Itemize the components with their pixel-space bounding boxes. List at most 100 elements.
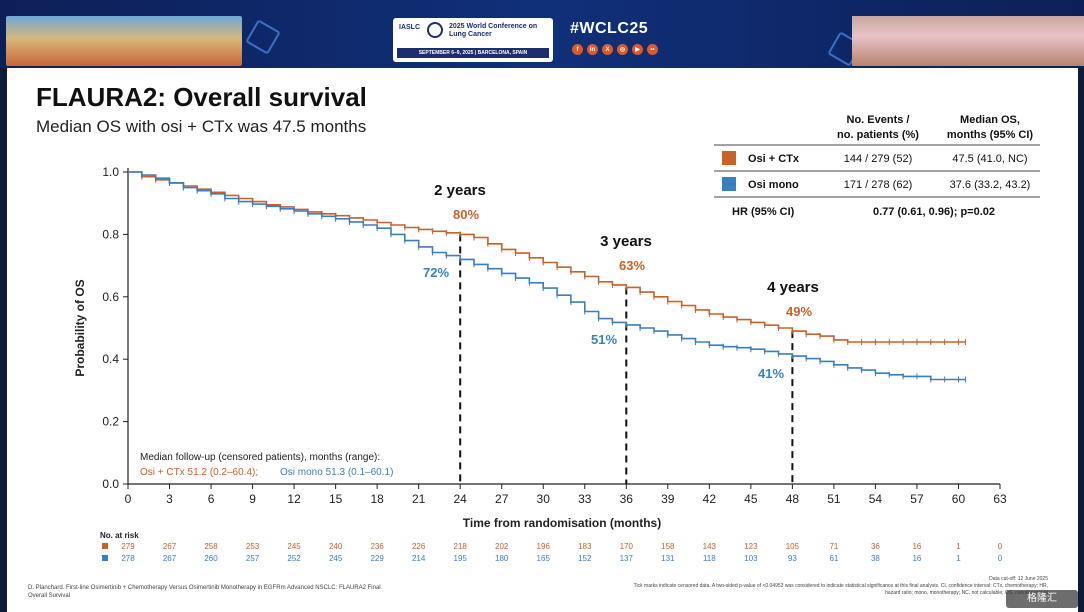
x-tick-label: 27 — [495, 492, 509, 506]
at-risk-osi-mono-cell: 245 — [329, 554, 343, 563]
at-risk-osi-ctx-cell: 202 — [495, 542, 509, 551]
at-risk-osi-ctx-cell: 183 — [578, 542, 592, 551]
slide-body — [7, 68, 1078, 612]
at-risk-osi-mono-cell: 93 — [788, 554, 797, 563]
citation: D. Planchard. First-line Osimertinib + C… — [28, 585, 381, 599]
conference-emblem-icon — [427, 22, 443, 38]
y-axis-title: Probability of OS — [73, 279, 87, 376]
y-tick-label: 0.8 — [102, 227, 119, 241]
table-swatch — [722, 151, 736, 165]
milestone-label: 2 years — [434, 182, 486, 199]
at-risk-osi-mono-cell: 118 — [703, 554, 716, 563]
x-tick-label: 36 — [620, 492, 634, 506]
hashtag: #WCLC25 — [570, 20, 649, 37]
osi-ctx-curve — [128, 171, 966, 343]
x-tick-label: 57 — [910, 492, 924, 506]
followup-osi-ctx: Osi + CTx 51.2 (0.2–60.4); — [140, 467, 258, 478]
hr-label: HR (95% CI) — [732, 206, 795, 218]
table-header-median: Median OS, — [960, 114, 1020, 126]
at-risk-osi-ctx-cell: 158 — [661, 542, 675, 551]
at-risk-osi-mono-cell: 38 — [871, 554, 880, 563]
at-risk-osi-mono-cell: 103 — [744, 554, 758, 563]
table-header-median: months (95% CI) — [947, 129, 1034, 141]
x-tick-label: 54 — [869, 492, 883, 506]
at-risk-osi-ctx-swatch — [102, 543, 108, 549]
watermark: 格隆汇 — [1006, 590, 1078, 608]
x-tick-label: 39 — [661, 492, 675, 506]
data-cutoff: Data cut-off: 12 June 2025 — [989, 576, 1048, 582]
at-risk-osi-mono-cell: 61 — [829, 554, 838, 563]
at-risk-osi-ctx-cell: 36 — [871, 542, 880, 551]
at-risk-osi-ctx-cell: 253 — [246, 542, 260, 551]
milestone-osi-ctx-value: 80% — [453, 207, 479, 222]
table-row-events: 144 / 279 (52) — [844, 153, 913, 165]
at-risk-osi-mono-cell: 195 — [454, 554, 468, 563]
at-risk-osi-ctx-cell: 123 — [744, 542, 758, 551]
x-icon[interactable]: X — [602, 44, 613, 55]
at-risk-osi-mono-cell: 214 — [412, 554, 426, 563]
linkedin-icon[interactable]: in — [587, 44, 598, 55]
conference-name: 2025 World Conference on Lung Cancer — [449, 23, 538, 38]
at-risk-osi-ctx-cell: 143 — [703, 542, 717, 551]
at-risk-osi-ctx-cell: 1 — [956, 542, 961, 551]
milestone-osi-ctx-value: 49% — [786, 304, 812, 319]
at-risk-osi-ctx-cell: 240 — [329, 542, 343, 551]
at-risk-label: No. at risk — [100, 531, 139, 540]
milestone-osi-mono-value: 72% — [423, 265, 449, 280]
flickr-icon[interactable]: •• — [647, 44, 658, 55]
y-tick-label: 0.0 — [102, 477, 119, 491]
milestone-osi-mono-value: 51% — [591, 332, 617, 347]
table-row-events: 171 / 278 (62) — [844, 179, 913, 191]
at-risk-osi-mono-cell: 257 — [246, 554, 260, 563]
milestone-label: 4 years — [767, 279, 819, 296]
at-risk-osi-mono-cell: 180 — [495, 554, 509, 563]
x-tick-label: 60 — [952, 492, 966, 506]
x-tick-label: 24 — [454, 492, 468, 506]
at-risk-osi-mono-swatch — [102, 555, 108, 561]
at-risk-osi-mono-cell: 152 — [578, 554, 592, 563]
x-tick-label: 45 — [744, 492, 758, 506]
at-risk-osi-mono-cell: 260 — [204, 554, 218, 563]
facebook-icon[interactable]: f — [572, 44, 583, 55]
at-risk-osi-ctx-cell: 218 — [454, 542, 468, 551]
table-header-events: No. Events / — [847, 114, 910, 126]
instagram-icon[interactable]: ◎ — [617, 44, 628, 55]
x-axis-title: Time from randomisation (months) — [463, 516, 661, 530]
barcelona-photo-right — [852, 16, 1084, 66]
x-tick-label: 42 — [703, 492, 717, 506]
at-risk-osi-mono-cell: 131 — [661, 554, 675, 563]
y-tick-label: 0.2 — [102, 415, 119, 429]
at-risk-osi-mono-cell: 252 — [287, 554, 301, 563]
osi-mono-curve — [128, 171, 966, 381]
at-risk-osi-mono-cell: 137 — [620, 554, 634, 563]
at-risk-osi-mono-cell: 16 — [912, 554, 921, 563]
table-header-events: no. patients (%) — [837, 129, 919, 141]
hr-value: 0.77 (0.61, 0.96); p=0.02 — [873, 206, 995, 218]
table-row-median: 47.5 (41.0, NC) — [952, 153, 1027, 165]
followup-heading: Median follow-up (censored patients), mo… — [140, 452, 380, 463]
youtube-icon[interactable]: ▶ — [632, 44, 643, 55]
at-risk-osi-ctx-cell: 16 — [912, 542, 921, 551]
table-row-label: Osi mono — [748, 179, 799, 191]
followup-osi-mono: Osi mono 51.3 (0.1–60.1) — [280, 467, 393, 478]
table-row-median: 37.6 (33.2, 43.2) — [950, 179, 1031, 191]
y-tick-label: 1.0 — [102, 165, 119, 179]
at-risk-osi-ctx-cell: 170 — [620, 542, 634, 551]
at-risk-osi-ctx-cell: 105 — [786, 542, 800, 551]
social-icons: f in X ◎ ▶ •• — [572, 44, 658, 55]
x-tick-label: 9 — [249, 492, 256, 506]
at-risk-osi-ctx-cell: 245 — [287, 542, 301, 551]
at-risk-osi-ctx-cell: 258 — [204, 542, 218, 551]
at-risk-osi-ctx-cell: 0 — [998, 542, 1003, 551]
conference-banner: IASLC 2025 World Conference on Lung Canc… — [0, 0, 1084, 68]
at-risk-osi-ctx-cell: 279 — [121, 542, 135, 551]
slide-subtitle: Median OS with osi + CTx was 47.5 months — [36, 117, 367, 136]
x-tick-label: 18 — [370, 492, 384, 506]
x-tick-label: 12 — [287, 492, 301, 506]
at-risk-osi-ctx-cell: 196 — [537, 542, 551, 551]
at-risk-osi-mono-cell: 229 — [370, 554, 384, 563]
milestone-osi-mono-value: 41% — [758, 366, 784, 381]
x-tick-label: 51 — [827, 492, 841, 506]
